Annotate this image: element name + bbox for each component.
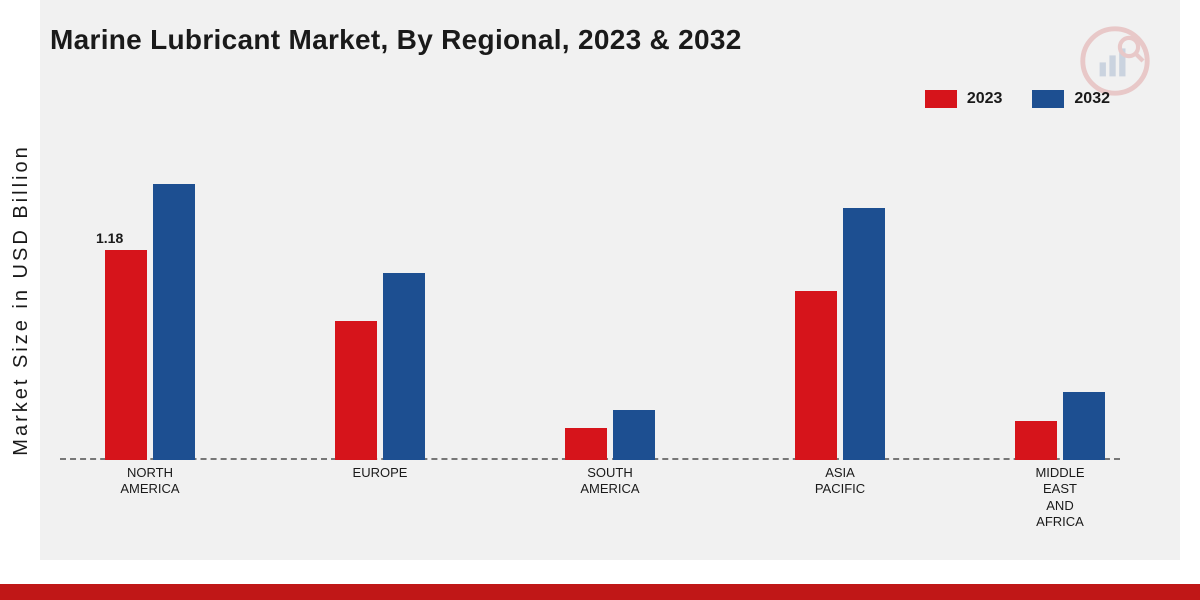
y-axis-label: Market Size in USD Billion (10, 144, 33, 455)
x-axis-label: EUROPE (320, 465, 440, 481)
bar (383, 273, 425, 460)
legend-label-2023: 2023 (967, 90, 1003, 108)
x-axis-label: SOUTH AMERICA (550, 465, 670, 498)
bar (153, 184, 195, 460)
footer-accent-bar (0, 584, 1200, 600)
legend-swatch-2032 (1032, 90, 1064, 108)
plot-area: 1.18 (60, 140, 1120, 460)
bar (1063, 392, 1105, 460)
bar (1015, 421, 1057, 460)
legend-swatch-2023 (925, 90, 957, 108)
chart-title: Marine Lubricant Market, By Regional, 20… (50, 24, 742, 56)
x-axis-labels: NORTH AMERICA EUROPE SOUTH AMERICA ASIA PAC… (60, 465, 1120, 545)
legend: 2023 2032 (925, 90, 1110, 108)
legend-label-2032: 2032 (1074, 90, 1110, 108)
legend-item-2032: 2032 (1032, 90, 1110, 108)
watermark-icon (1080, 26, 1150, 96)
bar (613, 410, 655, 460)
x-axis-label: MIDDLE EAST AND AFRICA (1000, 465, 1120, 530)
bar-group (780, 208, 900, 460)
bar (335, 321, 377, 460)
bar-value-label: 1.18 (96, 230, 123, 246)
x-axis-label: ASIA PACIFIC (780, 465, 900, 498)
bar-group: 1.18 (90, 184, 210, 460)
bar-group (320, 273, 440, 460)
bar (795, 291, 837, 460)
x-axis-label: NORTH AMERICA (90, 465, 210, 498)
bar-group (550, 410, 670, 460)
bar-group (1000, 392, 1120, 460)
bar (843, 208, 885, 460)
bar (565, 428, 607, 460)
legend-item-2023: 2023 (925, 90, 1003, 108)
bar (105, 250, 147, 460)
